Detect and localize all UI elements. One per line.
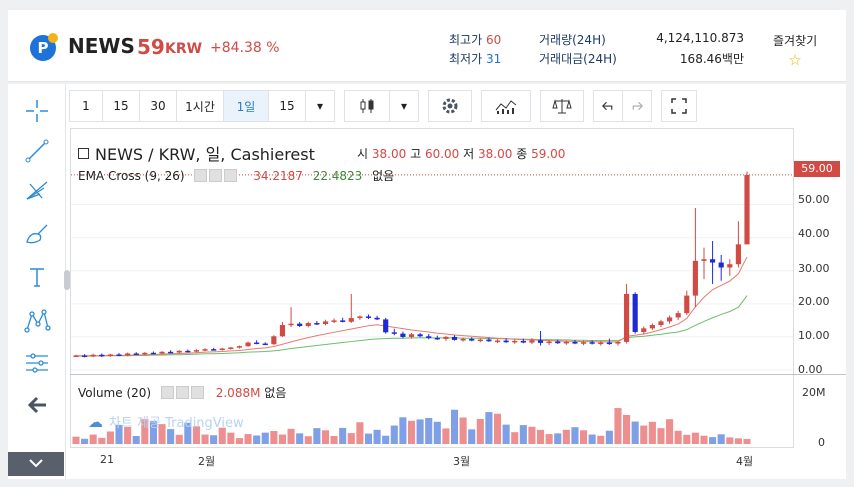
volume-tick-20m: 20M bbox=[802, 386, 826, 399]
collapse-toolbox-button[interactable] bbox=[8, 452, 64, 476]
ohlc-legend: 시 38.00 고 60.00 저 38.00 종 59.00 bbox=[357, 145, 565, 162]
ema-label: EMA Cross (9, 26) bbox=[78, 169, 185, 183]
time-tick-apr: 4월 bbox=[736, 455, 754, 468]
price-tick-10: 10.00 bbox=[798, 329, 830, 342]
fib-fan-icon[interactable] bbox=[22, 174, 52, 204]
pattern-icon[interactable] bbox=[22, 306, 52, 336]
volume-label: Volume (20) bbox=[78, 386, 152, 400]
volume-value: 2.088M bbox=[215, 386, 261, 400]
low-value: 38.00 bbox=[478, 147, 513, 161]
high-price-stat: 최고가 60 bbox=[449, 31, 501, 48]
volume-legend[interactable]: Volume (20) 2.088M 없음 bbox=[78, 384, 286, 401]
brush-icon[interactable] bbox=[22, 218, 52, 248]
price-tick-0: 0.00 bbox=[798, 363, 823, 376]
coin-header: P NEWS 59 KRW +84.38 % 최고가 60 최저가 31 거래량… bbox=[8, 10, 846, 82]
pane-separator[interactable] bbox=[70, 374, 846, 375]
back-arrow-icon[interactable] bbox=[22, 390, 52, 420]
ema-slow-value: 22.4823 bbox=[312, 169, 363, 183]
time-tick-mar: 3월 bbox=[453, 455, 471, 468]
low-price-label: 최저가 bbox=[449, 52, 483, 66]
close-label: 종 bbox=[516, 147, 528, 161]
interval-1h-button[interactable]: 1시간 bbox=[176, 90, 224, 122]
collapse-legend-icon[interactable] bbox=[78, 148, 89, 159]
gear-icon[interactable] bbox=[209, 169, 223, 182]
price-axis[interactable] bbox=[794, 128, 846, 448]
time-tick-feb: 2월 bbox=[198, 455, 216, 468]
volume-legend-controls[interactable] bbox=[160, 386, 206, 400]
high-price-value: 60 bbox=[485, 33, 502, 47]
high-value: 60.00 bbox=[424, 147, 460, 161]
interval-30m-button[interactable]: 30 bbox=[139, 90, 177, 122]
coin-price: 59 bbox=[137, 35, 165, 59]
chart-toolbar: 1 15 30 1시간 1일 15 ▾ ▾ bbox=[69, 90, 697, 122]
crosshair-icon[interactable] bbox=[22, 96, 52, 126]
amount-24h-label: 거래대금(24H) bbox=[539, 52, 617, 66]
price-tick-40: 40.00 bbox=[798, 227, 830, 240]
volume-24h-label: 거래량(24H) bbox=[539, 33, 606, 47]
chart-scroll-handle[interactable] bbox=[64, 270, 70, 290]
close-icon[interactable] bbox=[224, 169, 238, 182]
interval-chevron-down-icon[interactable]: ▾ bbox=[305, 90, 335, 122]
volume-extra: 없음 bbox=[264, 386, 287, 400]
low-price-value: 31 bbox=[485, 52, 502, 66]
time-axis[interactable] bbox=[70, 448, 794, 472]
time-tick-21: 21 bbox=[100, 453, 114, 466]
open-label: 시 bbox=[357, 147, 369, 161]
coin-price-unit: KRW bbox=[165, 41, 203, 57]
chart-style-chevron-down-icon[interactable]: ▾ bbox=[389, 90, 419, 122]
favorite-label: 즐겨찾기 bbox=[773, 34, 818, 48]
coin-name: NEWS bbox=[68, 34, 135, 58]
interval-1d-button[interactable]: 1일 bbox=[223, 90, 269, 122]
close-value: 59.00 bbox=[531, 147, 566, 161]
high-label: 고 bbox=[410, 147, 422, 161]
symbol-legend-text: NEWS / KRW, 일, Cashierest bbox=[95, 145, 315, 164]
volume-24h-value: 4,124,110.873 bbox=[656, 31, 744, 45]
interval-dropdown-value[interactable]: 15 bbox=[268, 90, 306, 122]
volume-24h-label-wrap: 거래량(24H) bbox=[539, 31, 606, 48]
drawing-toolbox bbox=[8, 84, 66, 479]
gear-icon[interactable] bbox=[175, 386, 189, 399]
chevron-down-icon bbox=[29, 459, 43, 468]
amount-24h-value: 168.46백만 bbox=[679, 52, 744, 66]
symbol-legend[interactable]: NEWS / KRW, 일, Cashierest bbox=[78, 141, 315, 165]
compare-scale-icon[interactable] bbox=[540, 90, 584, 122]
settings-gear-icon[interactable] bbox=[428, 90, 472, 122]
eye-icon[interactable] bbox=[160, 386, 174, 399]
undo-arrow-icon[interactable] bbox=[593, 90, 623, 122]
amount-24h-label-wrap: 거래대금(24H) bbox=[539, 50, 617, 67]
redo-arrow-icon[interactable] bbox=[622, 90, 652, 122]
watermark-text: 차트 제공 TradingView bbox=[109, 416, 244, 431]
interval-1m-button[interactable]: 1 bbox=[69, 90, 103, 122]
ema-fast-value: 34.2187 bbox=[253, 169, 303, 183]
interval-15m-button[interactable]: 15 bbox=[102, 90, 140, 122]
indicators-icon[interactable] bbox=[481, 90, 531, 122]
eye-icon[interactable] bbox=[194, 169, 208, 182]
volume-tick-0: 0 bbox=[818, 436, 825, 449]
text-tool-icon[interactable] bbox=[22, 262, 52, 292]
close-icon[interactable] bbox=[190, 386, 204, 399]
low-price-stat: 최저가 31 bbox=[449, 50, 501, 67]
exchange-logo-icon: P bbox=[30, 33, 58, 61]
ema-legend-controls[interactable] bbox=[194, 169, 239, 183]
coin-change-percent: +84.38 % bbox=[210, 40, 280, 56]
ema-extra-value: 없음 bbox=[372, 169, 395, 183]
ema-legend[interactable]: EMA Cross (9, 26) 34.2187 22.4823 없음 bbox=[78, 167, 394, 184]
low-label: 저 bbox=[463, 147, 475, 161]
tradingview-watermark: ☁ 차트 제공 TradingView bbox=[88, 412, 244, 431]
trend-line-icon[interactable] bbox=[22, 136, 52, 166]
current-price-tag: 59.00 bbox=[794, 161, 840, 177]
star-icon: ☆ bbox=[788, 51, 802, 69]
open-value: 38.00 bbox=[371, 147, 407, 161]
price-tick-50: 50.00 bbox=[798, 193, 830, 206]
candle-style-icon[interactable] bbox=[344, 90, 390, 122]
measure-icon[interactable] bbox=[22, 348, 52, 378]
favorite-button[interactable]: 즐겨찾기 ☆ bbox=[773, 32, 817, 69]
high-price-label: 최고가 bbox=[449, 33, 483, 47]
price-tick-20: 20.00 bbox=[798, 295, 830, 308]
price-tick-30: 30.00 bbox=[798, 262, 830, 275]
tradingview-cloud-icon: ☁ bbox=[88, 413, 103, 431]
fullscreen-icon[interactable] bbox=[661, 90, 697, 122]
